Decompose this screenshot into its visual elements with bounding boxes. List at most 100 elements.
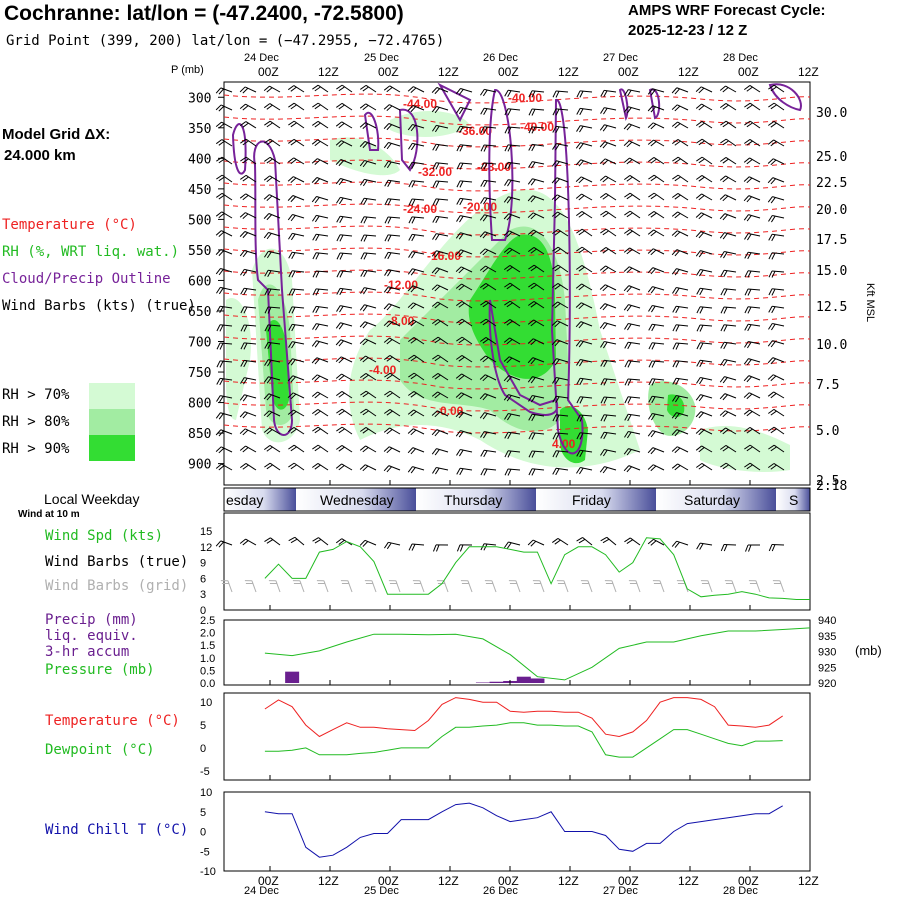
wind-barb — [652, 342, 665, 345]
wind-barb-flag — [722, 104, 729, 110]
wind-barb-flag — [600, 228, 607, 234]
surface-wind-barb-flag — [436, 544, 440, 552]
wind-barb-flag — [674, 413, 680, 420]
wind-barb — [725, 138, 737, 147]
wind-barb — [316, 195, 329, 201]
wind-barb-flag — [479, 355, 486, 361]
wind-barb-flag — [263, 213, 270, 219]
wind-barb-flag — [504, 162, 509, 169]
rh-80-label: RH > 80% — [2, 414, 70, 430]
wind-barb-flag — [554, 340, 560, 347]
wind-barb-flag — [626, 249, 633, 255]
wind-barb — [652, 413, 665, 417]
wind-barb — [340, 215, 353, 219]
wind-barb-flag — [600, 414, 605, 422]
wind-barb-flag — [650, 194, 657, 200]
wind-barb — [700, 342, 713, 345]
wind-barb — [389, 104, 401, 111]
wind-barb-flag — [770, 197, 776, 204]
wind-barb-flag — [699, 288, 704, 296]
wind-barb-flag — [672, 395, 677, 402]
wind-barb-flag — [623, 285, 630, 292]
wind-barb — [388, 179, 401, 183]
weekday-segment — [296, 488, 416, 511]
wind-barb-flag — [218, 212, 225, 219]
wind-barb-flag — [626, 176, 633, 182]
wind-barb — [364, 269, 377, 273]
wind-barb-flag — [480, 318, 487, 324]
wind-barb — [365, 426, 377, 435]
wind-barb — [485, 374, 497, 381]
wind-barb — [364, 141, 377, 147]
wind-barb — [628, 360, 641, 363]
wind-barb-flag — [480, 337, 487, 342]
wind-barb — [388, 234, 401, 237]
wind-barb-flag — [699, 306, 704, 314]
wind-barb-flag — [386, 429, 393, 435]
wind-barb-flag — [267, 288, 272, 296]
wind-barb — [340, 305, 353, 309]
wind-barb — [604, 414, 617, 417]
wind-barb-flag — [551, 358, 557, 365]
height-tick-label: 22.5 — [816, 176, 847, 191]
wind-barb-flag — [578, 359, 584, 367]
wind-barb-flag — [648, 324, 653, 331]
wind-barb — [604, 341, 617, 345]
wind-barb-flag — [242, 429, 249, 436]
wind-barb — [341, 121, 353, 129]
wind-barb — [748, 214, 761, 219]
wind-barb-flag — [218, 140, 225, 146]
wind-barb-flag — [743, 358, 749, 365]
wind-barb-flag — [360, 179, 365, 186]
wind-barb-flag — [698, 251, 704, 258]
wind-barb — [557, 211, 569, 219]
bottom-time-tick: 12Z — [798, 874, 819, 888]
wind-barb-flag — [651, 378, 656, 386]
wind-barb-flag — [527, 212, 534, 219]
wind-barb-flag — [579, 108, 584, 116]
wind-barb-flag — [555, 126, 560, 134]
wind-barb — [772, 270, 785, 273]
wind-barb — [245, 463, 257, 471]
precip-bar — [516, 676, 531, 683]
wind-barb-flag — [768, 252, 773, 260]
wind-barb-flag — [263, 103, 271, 109]
wind-barb — [244, 342, 257, 345]
wind-barb-flag — [530, 321, 537, 327]
wind-barb-flag — [504, 108, 509, 116]
wind-barb-flag — [410, 374, 417, 380]
wind-barb-flag — [626, 449, 632, 456]
wind-barb — [317, 444, 329, 453]
wind-barb-flag — [338, 141, 345, 148]
wind-barb-flag — [432, 467, 437, 474]
wind-barb-flag — [314, 197, 320, 204]
wind-barb — [220, 412, 233, 417]
wind-barb — [485, 283, 497, 291]
wind-barb-flag — [554, 178, 560, 185]
wind-barb — [700, 394, 713, 399]
wind-barb — [437, 410, 449, 417]
wind-barb-flag — [311, 409, 319, 415]
wind-barb-flag — [555, 432, 560, 440]
wind-barb-flag — [431, 284, 438, 291]
wind-barb-flag — [719, 85, 726, 91]
wind-barb — [412, 198, 425, 201]
wind-barb-flag — [362, 374, 369, 380]
wind-barb-flag — [314, 393, 321, 399]
wind-barb-flag — [288, 120, 295, 126]
wind-barb-flag — [312, 323, 317, 330]
wind-barb — [484, 88, 497, 93]
wind-barb-flag — [626, 194, 633, 200]
wind-barb-flag — [695, 411, 702, 418]
wind-barb-flag — [746, 428, 753, 434]
wind-barb-flag — [456, 318, 463, 324]
wind-barb-flag — [531, 90, 536, 98]
wind-barb-flag — [407, 447, 414, 454]
wind-barb-flag — [288, 306, 293, 314]
wind-barb-flag — [386, 124, 393, 131]
top-time-tick: 12Z — [678, 65, 699, 79]
wind-barb-flag — [695, 193, 702, 199]
wind-barb — [700, 377, 713, 381]
wind-barb-flag — [744, 252, 749, 259]
weekday-label: Thursday — [444, 492, 502, 508]
